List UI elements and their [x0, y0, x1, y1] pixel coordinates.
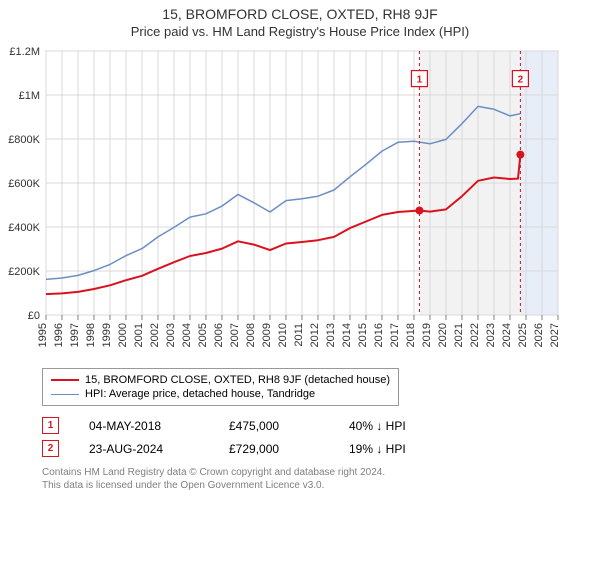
- svg-text:2026: 2026: [533, 323, 545, 347]
- sale-hpi: 19% ↓ HPI: [349, 442, 449, 456]
- svg-text:2024: 2024: [501, 323, 513, 347]
- svg-text:2021: 2021: [453, 323, 465, 347]
- legend-item: 15, BROMFORD CLOSE, OXTED, RH8 9JF (deta…: [51, 373, 390, 387]
- svg-text:2000: 2000: [117, 323, 129, 347]
- sale-marker-icon: 1: [42, 417, 59, 434]
- title-sub: Price paid vs. HM Land Registry's House …: [0, 24, 600, 39]
- sale-row: 2 23-AUG-2024 £729,000 19% ↓ HPI: [42, 437, 600, 460]
- svg-text:1998: 1998: [85, 323, 97, 347]
- svg-text:2: 2: [518, 75, 524, 86]
- sales-table: 1 04-MAY-2018 £475,000 40% ↓ HPI 2 23-AU…: [42, 414, 600, 460]
- sale-row: 1 04-MAY-2018 £475,000 40% ↓ HPI: [42, 414, 600, 437]
- line-chart: £0 £200K £400K £600K £800K £1M £1.2M 1995 1996 19…: [0, 47, 560, 357]
- svg-text:2012: 2012: [309, 323, 321, 347]
- svg-text:£1.2M: £1.2M: [9, 47, 40, 58]
- svg-text:2015: 2015: [357, 323, 369, 347]
- svg-text:1: 1: [417, 75, 423, 86]
- svg-text:2002: 2002: [149, 323, 161, 347]
- svg-text:2003: 2003: [165, 323, 177, 347]
- footer-attribution: Contains HM Land Registry data © Crown c…: [42, 466, 600, 492]
- svg-text:£600K: £600K: [8, 178, 40, 190]
- svg-text:2027: 2027: [549, 323, 560, 347]
- legend-swatch: [51, 394, 79, 395]
- svg-text:2013: 2013: [325, 323, 337, 347]
- svg-text:2016: 2016: [373, 323, 385, 347]
- legend-swatch: [51, 379, 79, 381]
- svg-text:£0: £0: [28, 310, 40, 322]
- svg-text:1999: 1999: [101, 323, 113, 347]
- svg-text:2009: 2009: [261, 323, 273, 347]
- sale-hpi: 40% ↓ HPI: [349, 419, 449, 433]
- svg-text:2007: 2007: [229, 323, 241, 347]
- svg-text:2025: 2025: [517, 323, 529, 347]
- svg-text:1995: 1995: [37, 323, 49, 347]
- svg-text:1996: 1996: [53, 323, 65, 347]
- sale-date: 23-AUG-2024: [89, 442, 199, 456]
- sale-marker-icon: 2: [42, 440, 59, 457]
- svg-text:2022: 2022: [469, 323, 481, 347]
- svg-text:£800K: £800K: [8, 134, 40, 146]
- svg-text:2005: 2005: [197, 323, 209, 347]
- svg-text:2011: 2011: [293, 323, 305, 347]
- svg-text:2001: 2001: [133, 323, 145, 347]
- svg-text:2017: 2017: [389, 323, 401, 347]
- sale-price: £729,000: [229, 442, 319, 456]
- chart-container: 15, BROMFORD CLOSE, OXTED, RH8 9JF Price…: [0, 6, 600, 566]
- svg-text:2020: 2020: [437, 323, 449, 347]
- legend-item: HPI: Average price, detached house, Tand…: [51, 387, 390, 401]
- svg-text:2014: 2014: [341, 323, 353, 347]
- legend: 15, BROMFORD CLOSE, OXTED, RH8 9JF (deta…: [42, 368, 399, 406]
- footer-line: This data is licensed under the Open Gov…: [42, 479, 600, 492]
- svg-text:2018: 2018: [405, 323, 417, 347]
- svg-text:£200K: £200K: [8, 266, 40, 278]
- svg-text:2010: 2010: [277, 323, 289, 347]
- chart-area: £0 £200K £400K £600K £800K £1M £1.2M 1995 1996 19…: [0, 47, 600, 362]
- svg-text:2019: 2019: [421, 323, 433, 347]
- svg-text:£400K: £400K: [8, 222, 40, 234]
- sale-price: £475,000: [229, 419, 319, 433]
- svg-text:1997: 1997: [69, 323, 81, 347]
- svg-text:2006: 2006: [213, 323, 225, 347]
- footer-line: Contains HM Land Registry data © Crown c…: [42, 466, 600, 479]
- svg-text:2023: 2023: [485, 323, 497, 347]
- legend-label: 15, BROMFORD CLOSE, OXTED, RH8 9JF (deta…: [85, 374, 390, 386]
- svg-text:2008: 2008: [245, 323, 257, 347]
- svg-text:2004: 2004: [181, 323, 193, 347]
- title-main: 15, BROMFORD CLOSE, OXTED, RH8 9JF: [0, 6, 600, 22]
- sale-date: 04-MAY-2018: [89, 419, 199, 433]
- legend-label: HPI: Average price, detached house, Tand…: [85, 388, 315, 400]
- svg-text:£1M: £1M: [19, 90, 40, 102]
